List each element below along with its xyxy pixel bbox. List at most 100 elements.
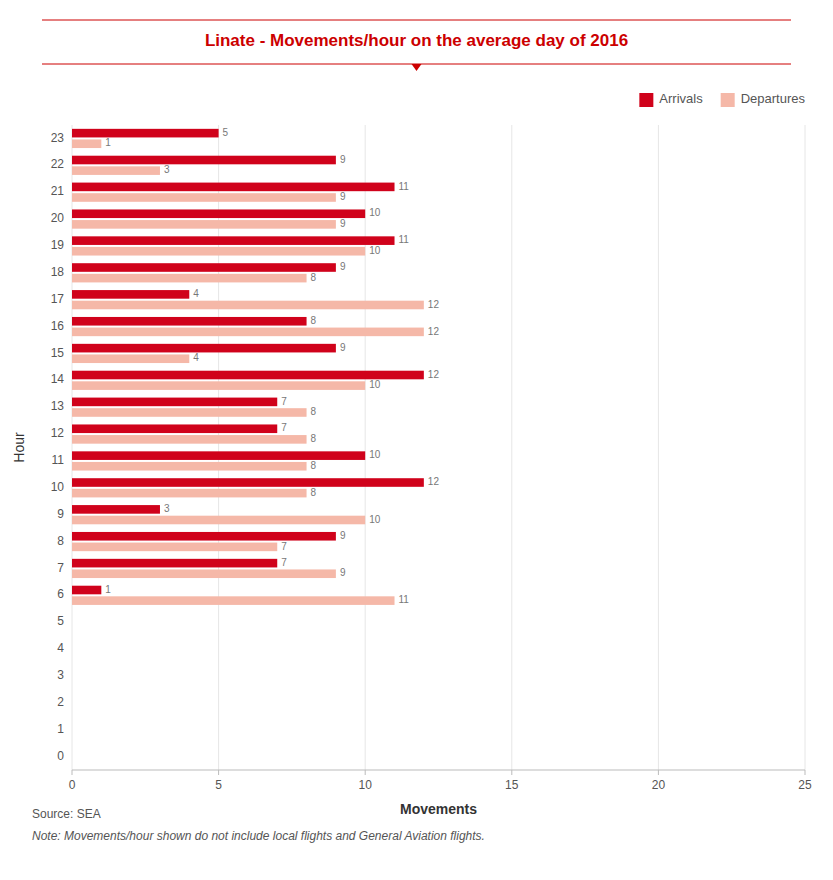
bar bbox=[72, 408, 307, 417]
data-label: 9 bbox=[340, 154, 346, 165]
data-label: 12 bbox=[428, 369, 440, 380]
data-label: 9 bbox=[340, 261, 346, 272]
bar bbox=[72, 731, 73, 740]
data-label: 10 bbox=[369, 379, 381, 390]
y-tick-label: 15 bbox=[51, 346, 65, 360]
x-tick-label: 5 bbox=[215, 778, 222, 792]
bar bbox=[72, 247, 365, 256]
bar bbox=[72, 489, 307, 498]
x-tick-label: 25 bbox=[798, 778, 812, 792]
legend-swatch bbox=[721, 93, 735, 107]
data-label: 3 bbox=[164, 164, 170, 175]
y-tick-label: 2 bbox=[57, 695, 64, 709]
bar bbox=[72, 290, 189, 299]
data-label: 8 bbox=[311, 487, 317, 498]
data-label: 4 bbox=[193, 352, 199, 363]
y-tick-label: 8 bbox=[57, 534, 64, 548]
bar bbox=[72, 424, 277, 433]
title-chevron bbox=[412, 64, 422, 71]
bar bbox=[72, 478, 424, 487]
bar bbox=[72, 623, 73, 632]
legend-swatch bbox=[639, 93, 653, 107]
y-tick-label: 13 bbox=[51, 399, 65, 413]
annotation: Source: SEA bbox=[32, 807, 101, 821]
data-label: 9 bbox=[340, 567, 346, 578]
chart: Linate - Movements/hour on the average d… bbox=[0, 0, 833, 880]
data-label: 12 bbox=[428, 476, 440, 487]
bar bbox=[72, 398, 277, 407]
y-tick-label: 3 bbox=[57, 668, 64, 682]
data-label: 11 bbox=[399, 234, 410, 245]
data-label: 8 bbox=[311, 315, 317, 326]
data-label: 12 bbox=[428, 326, 440, 337]
bar bbox=[72, 301, 424, 310]
x-axis-line bbox=[72, 770, 805, 771]
bar bbox=[72, 274, 307, 283]
data-label: 10 bbox=[369, 514, 381, 525]
grid-line bbox=[658, 125, 659, 770]
bar bbox=[72, 516, 365, 525]
data-label: 10 bbox=[369, 449, 381, 460]
y-tick-label: 21 bbox=[51, 184, 65, 198]
bar bbox=[72, 532, 336, 541]
y-tick-label: 1 bbox=[57, 722, 64, 736]
data-label: 4 bbox=[193, 288, 199, 299]
x-tick-label: 20 bbox=[652, 778, 666, 792]
y-tick-label: 9 bbox=[57, 507, 64, 521]
bar bbox=[72, 720, 73, 729]
data-label: 3 bbox=[164, 503, 170, 514]
bar bbox=[72, 693, 73, 702]
bar bbox=[72, 666, 73, 675]
y-tick-label: 4 bbox=[57, 641, 64, 655]
grid bbox=[72, 125, 805, 770]
x-tick-label: 0 bbox=[69, 778, 76, 792]
bar bbox=[72, 236, 395, 245]
legend: DeparturesArrivals bbox=[639, 91, 805, 107]
y-tick-label: 12 bbox=[51, 426, 65, 440]
bar bbox=[72, 543, 277, 552]
bar bbox=[72, 650, 73, 659]
data-label: 11 bbox=[399, 181, 410, 192]
bar bbox=[72, 451, 365, 460]
y-tick-label: 16 bbox=[51, 319, 65, 333]
y-tick-label: 18 bbox=[51, 265, 65, 279]
title-rule bbox=[42, 20, 791, 21]
y-tick-label: 20 bbox=[51, 211, 65, 225]
y-tick-label: 11 bbox=[52, 453, 65, 467]
bar bbox=[72, 747, 73, 756]
y-tick-label: 22 bbox=[51, 157, 65, 171]
bar bbox=[72, 569, 336, 578]
x-tick bbox=[218, 770, 219, 775]
data-label: 12 bbox=[428, 299, 440, 310]
grid-line bbox=[365, 125, 366, 770]
bar bbox=[72, 381, 365, 390]
bar bbox=[72, 435, 307, 444]
legend-label: Departures bbox=[741, 91, 806, 106]
bar bbox=[72, 183, 395, 192]
data-label: 9 bbox=[340, 342, 346, 353]
data-label: 5 bbox=[223, 127, 229, 138]
y-tick-label: 0 bbox=[57, 749, 64, 763]
annotation: Note: Movements/hour shown do not includ… bbox=[32, 829, 485, 843]
grid-line bbox=[511, 125, 512, 770]
y-tick-label: 6 bbox=[57, 587, 64, 601]
bar bbox=[72, 166, 160, 175]
data-label: 11 bbox=[399, 594, 410, 605]
x-tick bbox=[805, 770, 806, 775]
data-label: 8 bbox=[311, 272, 317, 283]
bar bbox=[72, 209, 365, 218]
x-tick bbox=[511, 770, 512, 775]
data-label: 10 bbox=[369, 245, 381, 256]
y-tick-label: 17 bbox=[51, 292, 65, 306]
y-tick-label: 10 bbox=[51, 480, 65, 494]
y-tick-label: 19 bbox=[51, 238, 65, 252]
bar bbox=[72, 704, 73, 713]
bar bbox=[72, 613, 73, 622]
bar bbox=[72, 328, 424, 337]
data-label: 8 bbox=[311, 433, 317, 444]
bar bbox=[72, 677, 73, 686]
grid-line bbox=[805, 125, 806, 770]
data-label: 7 bbox=[281, 396, 287, 407]
title: Linate - Movements/hour on the average d… bbox=[205, 31, 628, 50]
bar bbox=[72, 263, 336, 272]
